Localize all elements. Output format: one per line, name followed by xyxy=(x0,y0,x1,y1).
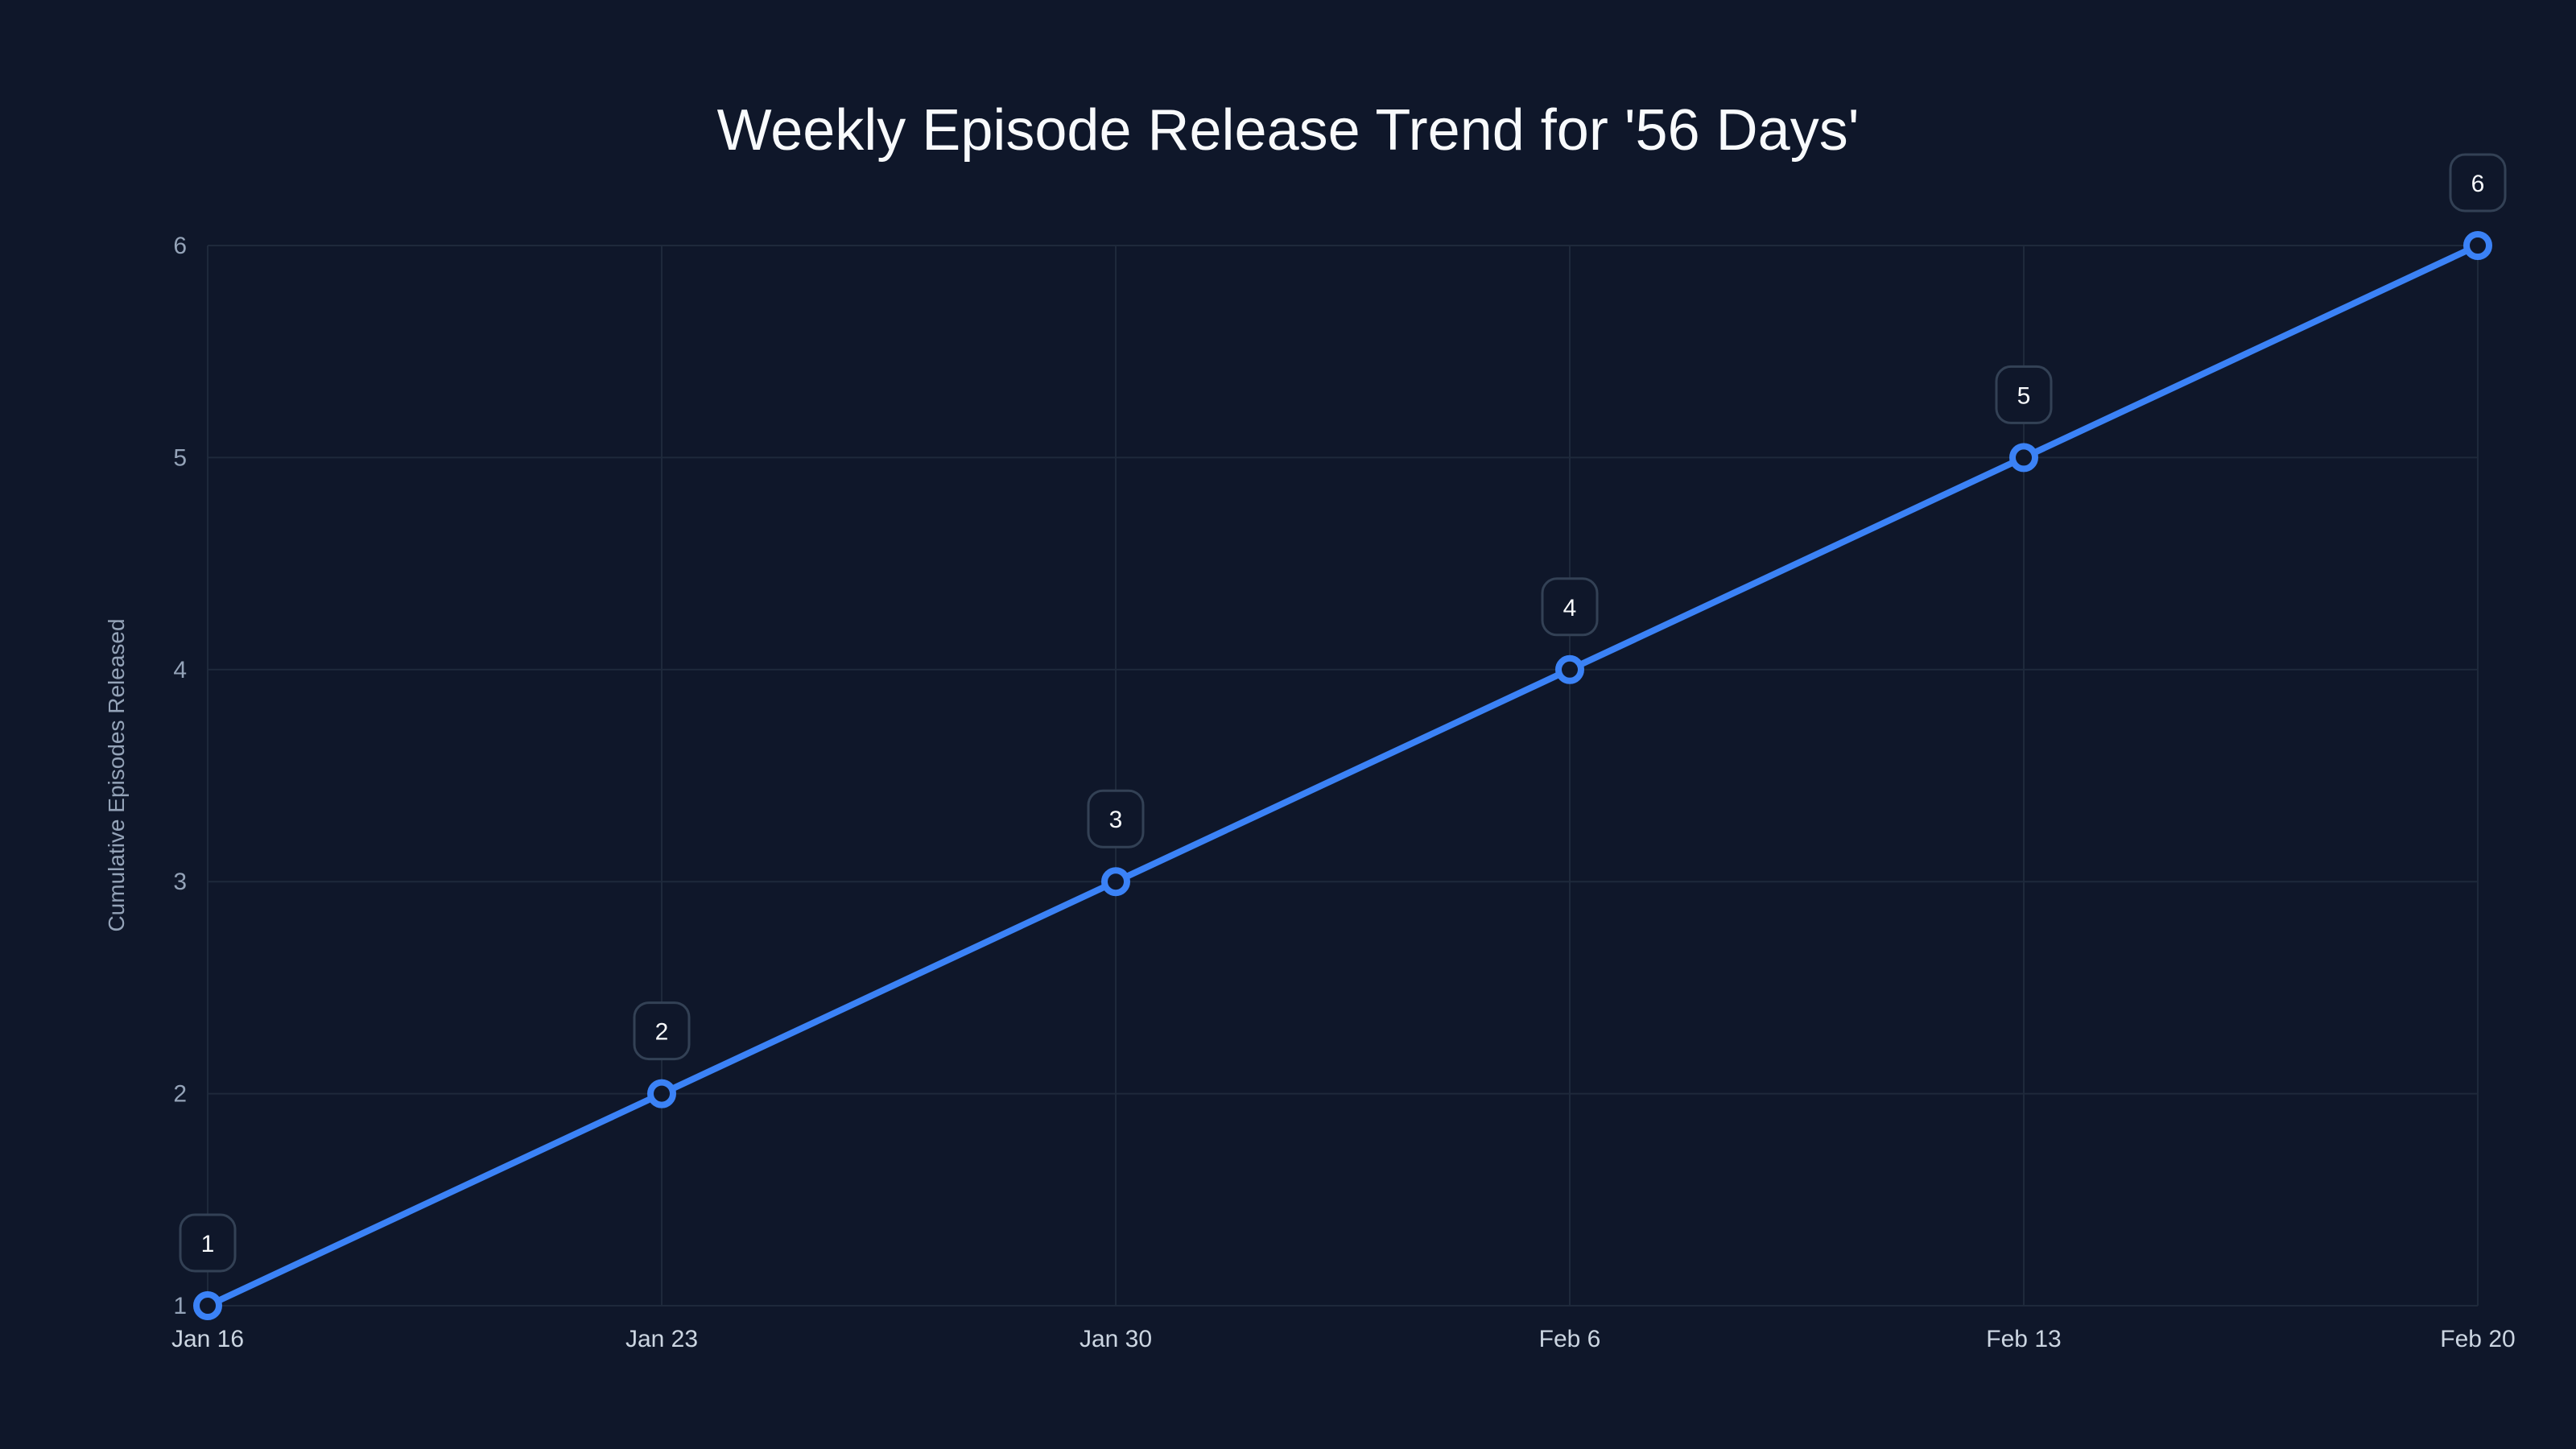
x-axis-ticks: Jan 16 Jan 23 Jan 30 Feb 6 Feb 13 Feb 20 xyxy=(171,1326,2516,1352)
data-point-marker xyxy=(1101,867,1130,897)
data-label-box xyxy=(1087,789,1145,848)
y-tick-label: 3 xyxy=(173,869,187,895)
y-tick-label: 5 xyxy=(173,444,187,471)
data-point-marker xyxy=(1555,654,1584,684)
y-tick-label: 2 xyxy=(173,1081,187,1108)
y-tick-label: 1 xyxy=(173,1293,187,1319)
data-point-marker xyxy=(647,1079,676,1108)
data-label-text: 6 xyxy=(2471,171,2485,197)
data-label: 3 xyxy=(1087,789,1145,848)
data-label: 6 xyxy=(2449,153,2507,213)
data-label: 2 xyxy=(633,1001,691,1061)
chart-title: Weekly Episode Release Trend for '56 Day… xyxy=(717,98,1860,163)
series-line xyxy=(206,242,2479,1309)
data-label-box xyxy=(179,1213,237,1273)
x-tick-label: Feb 20 xyxy=(2440,1326,2515,1352)
data-point-marker xyxy=(2009,443,2038,473)
x-tick-label: Feb 6 xyxy=(1539,1326,1601,1352)
y-axis-label: Cumulative Episodes Released xyxy=(104,618,129,931)
data-label-box xyxy=(633,1001,691,1061)
data-label: 1 xyxy=(179,1213,237,1273)
x-tick-label: Jan 16 xyxy=(171,1326,244,1352)
x-tick-label: Feb 13 xyxy=(1986,1326,2061,1352)
data-label-box xyxy=(1995,365,2053,424)
data-label-text: 5 xyxy=(2017,382,2031,409)
data-point-marker xyxy=(2463,231,2492,260)
data-labels: 1 2 3 4 5 6 xyxy=(179,153,2507,1273)
x-tick-label: Jan 23 xyxy=(625,1326,698,1352)
data-label-text: 1 xyxy=(201,1231,215,1257)
data-label-text: 3 xyxy=(1109,807,1123,833)
data-label-text: 2 xyxy=(655,1019,669,1046)
data-point-marker xyxy=(193,1291,222,1320)
y-axis-ticks: 1 2 3 4 5 6 xyxy=(173,233,187,1319)
data-points xyxy=(193,231,2492,1320)
data-label-box xyxy=(1541,577,1599,637)
data-label-box xyxy=(2449,153,2507,213)
y-tick-label: 6 xyxy=(173,233,187,259)
data-label: 5 xyxy=(1995,365,2053,424)
data-label: 4 xyxy=(1541,577,1599,637)
y-tick-label: 4 xyxy=(173,657,187,683)
data-label-text: 4 xyxy=(1563,595,1577,621)
x-tick-label: Jan 30 xyxy=(1080,1326,1152,1352)
